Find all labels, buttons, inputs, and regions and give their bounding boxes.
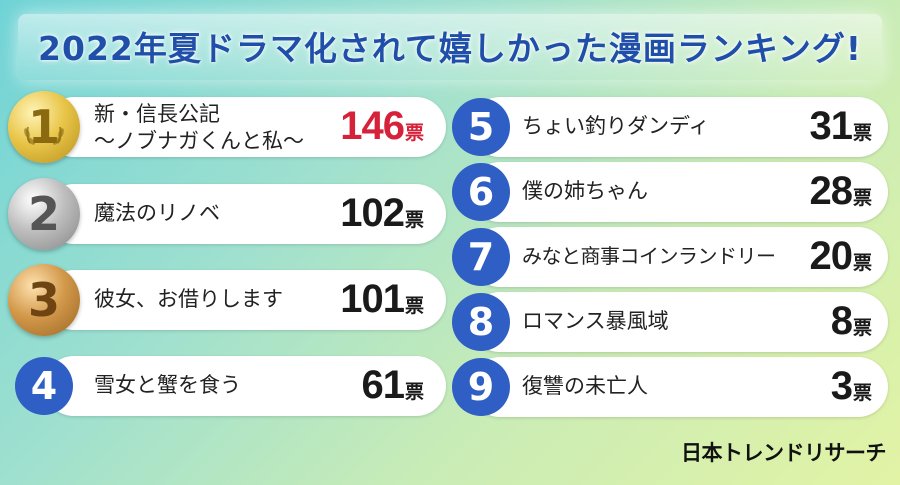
vote-count: 146票 [326,104,424,149]
vote-count: 61票 [330,363,424,408]
rank-number: 3 [27,273,60,327]
rank-badge: 2 [8,178,80,250]
rank-badge: 7 [452,228,510,286]
title-name: 魔法のリノベ [94,201,220,225]
vote-unit: 票 [404,382,424,403]
ranking-row [44,270,446,330]
rank-badge: 3 [8,264,80,336]
title-band [18,14,882,80]
title-name: 僕の姉ちゃん [522,179,648,203]
title-name-line1: 新・信長公記 [94,102,220,126]
rank-number: 4 [30,364,58,408]
vote-count: 20票 [790,234,872,279]
rank-number: 8 [467,300,495,344]
vote-count: 102票 [310,191,424,236]
vote-unit: 票 [404,123,424,144]
rank-number: 2 [27,187,60,241]
rank-badge: 8 [452,293,510,351]
vote-unit: 票 [852,123,872,144]
vote-number: 20 [809,234,852,278]
ranking-row [44,184,446,244]
ranking-row [44,356,446,416]
vote-number: 28 [809,169,852,213]
rank-number: 9 [467,365,495,409]
ranking-row [44,97,446,157]
vote-count: 31票 [780,104,872,149]
vote-count: 101票 [310,277,424,322]
chart-title: 2022年夏ドラマ化されて嬉しかった漫画ランキング! [38,29,862,68]
vote-unit: 票 [404,210,424,231]
vote-unit: 票 [852,383,872,404]
ranking-row [470,227,888,287]
vote-number: 146 [340,104,405,148]
title-name: ちょい釣りダンディ [522,114,710,138]
rank-number: 5 [467,105,495,149]
vote-count: 8票 [800,299,872,344]
vote-unit: 票 [852,253,872,274]
vote-number: 61 [361,363,404,407]
ranking-row [470,97,888,157]
rank-badge: 1 [8,91,80,163]
title-name: 雪女と蟹を食う [94,373,241,397]
title-name-line2: ～ノブナガくんと私～ [94,129,304,153]
title-name: 彼女、お借りします [94,287,283,311]
rank-number: 7 [467,235,495,279]
vote-unit: 票 [852,188,872,209]
rank-number: 6 [467,170,495,214]
ranking-row [470,357,888,417]
rank-badge: 5 [452,98,510,156]
rank-badge: 4 [15,357,73,415]
title-name: 新・信長公記 ～ノブナガくんと私～ [94,101,304,155]
vote-number: 31 [809,104,852,148]
brand-logo: 日本トレンドリサーチ [681,441,887,465]
vote-unit: 票 [404,296,424,317]
ranking-row [470,162,888,222]
vote-unit: 票 [852,318,872,339]
rank-number: 1 [27,100,60,154]
rank-badge: 9 [452,358,510,416]
title-name: ロマンス暴風域 [522,309,669,333]
vote-count: 3票 [800,364,872,409]
vote-number: 8 [830,299,853,343]
title-name: みなと商事コインランドリー [522,244,776,268]
vote-number: 102 [340,191,405,235]
ranking-row [470,292,888,352]
vote-count: 28票 [780,169,872,214]
title-name: 復讐の未亡人 [522,374,648,398]
rank-badge: 6 [452,163,510,221]
vote-number: 101 [340,277,405,321]
vote-number: 3 [830,364,853,408]
